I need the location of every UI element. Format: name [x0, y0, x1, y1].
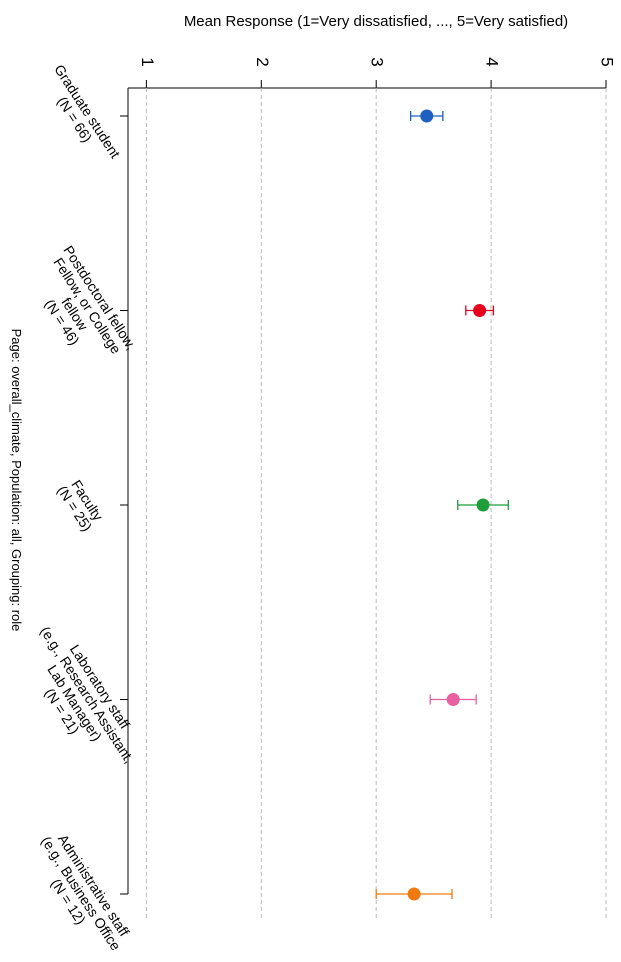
x-tick-label: 1: [138, 57, 157, 66]
side-note: Page: overall_climate, Population: all, …: [9, 329, 24, 632]
dot: [473, 304, 487, 317]
axis-title: Mean Response (1=Very dissatisfied, ...,…: [184, 13, 568, 30]
dot: [420, 109, 434, 123]
dot: [446, 693, 460, 706]
x-tick-label: 5: [598, 57, 617, 66]
x-tick-label: 2: [253, 57, 272, 66]
x-tick-label: 4: [483, 57, 502, 66]
dot: [407, 887, 421, 901]
x-tick-label: 3: [368, 57, 387, 66]
dot: [476, 498, 490, 512]
